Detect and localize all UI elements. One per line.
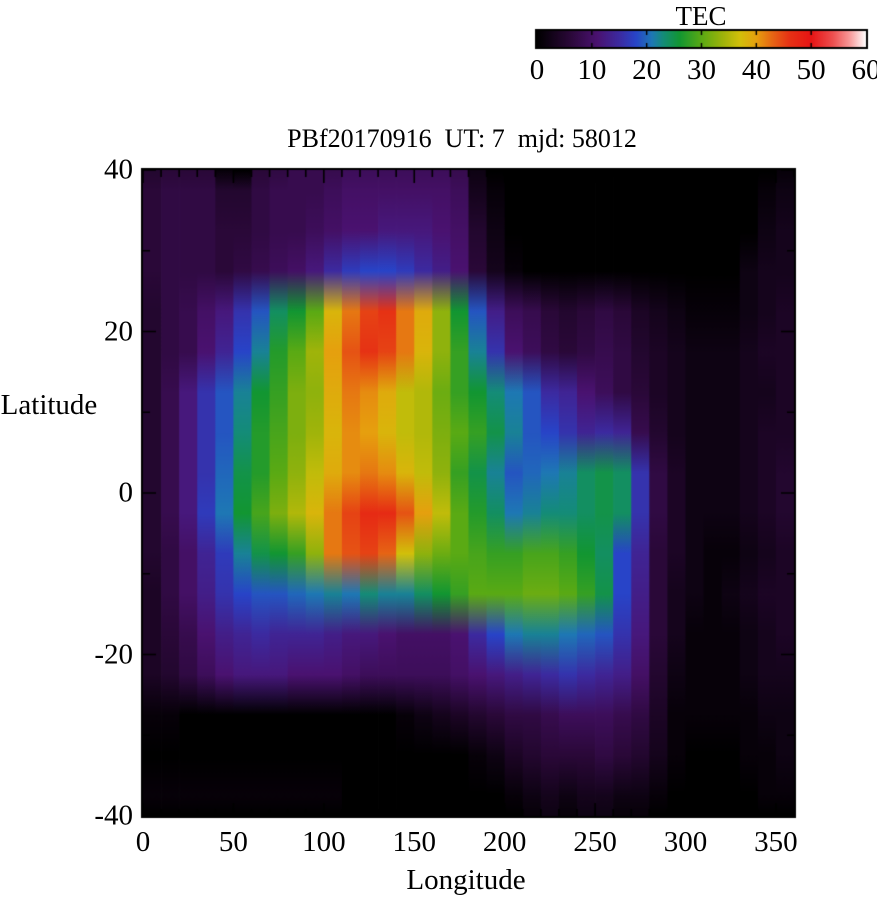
x-tick-label: 100 xyxy=(302,826,346,858)
x-tick-label: 50 xyxy=(218,826,248,858)
x-tick-label: 150 xyxy=(392,826,437,858)
x-tick-label: 300 xyxy=(663,826,708,858)
y-tick-label: 0 xyxy=(118,476,134,509)
colorbar-tick-label: 20 xyxy=(632,54,662,86)
colorbar-tick-label: 30 xyxy=(687,54,716,86)
colorbar-tick-label: 0 xyxy=(529,54,545,86)
y-tick-label: 20 xyxy=(104,315,133,347)
colorbar-tick-label: 40 xyxy=(741,54,771,86)
y-tick-label: -20 xyxy=(94,638,133,670)
x-axis-label: Longitude xyxy=(406,864,526,896)
y-tick-label: -40 xyxy=(94,799,133,832)
x-tick-label: 350 xyxy=(754,826,798,858)
colorbar-tick-label: 50 xyxy=(796,54,826,86)
colorbar-tick-label: 60 xyxy=(851,54,877,86)
page-title: PBf20170916 UT: 7 mjd: 58012 xyxy=(287,124,637,153)
x-tick-label: 250 xyxy=(573,826,617,858)
colorbar-title: TEC xyxy=(675,1,727,31)
colorbar-tick-label: 10 xyxy=(577,54,607,86)
y-tick-label: 40 xyxy=(104,153,133,186)
y-axis-label: Latitude xyxy=(0,389,98,421)
x-tick-label: 200 xyxy=(482,826,527,858)
x-tick-label: 0 xyxy=(135,826,151,858)
